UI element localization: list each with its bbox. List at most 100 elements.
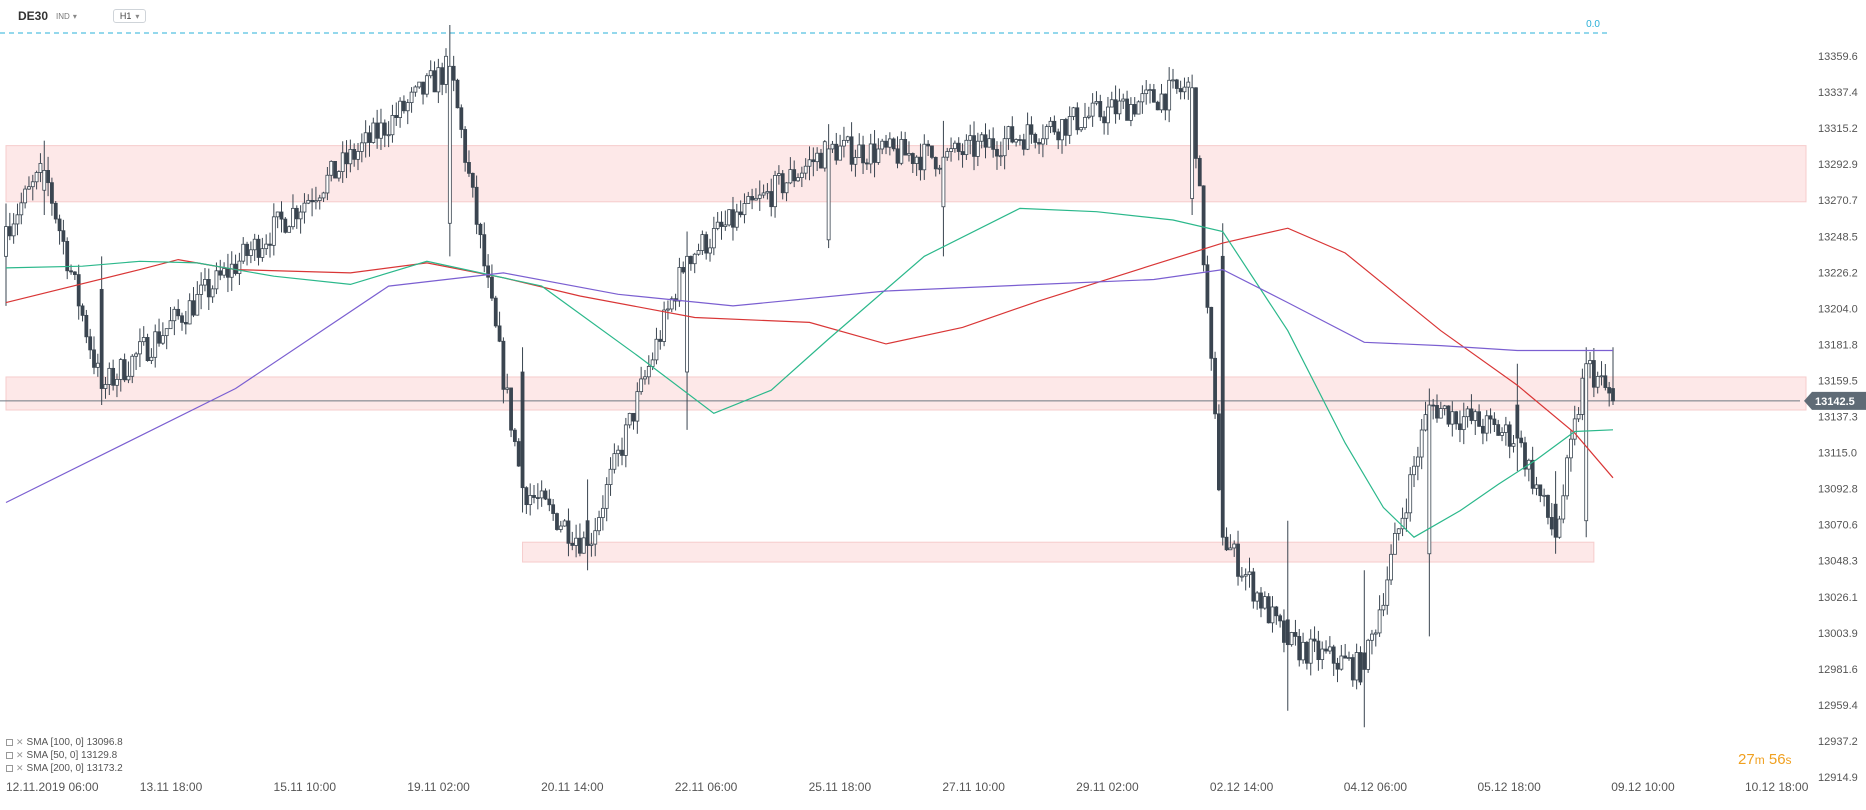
candle-body (1278, 615, 1283, 622)
candle-body (111, 367, 116, 386)
candle-body (1197, 158, 1202, 187)
candle-body (1484, 415, 1489, 434)
candle-body (1117, 100, 1122, 115)
candle-body (115, 378, 119, 386)
candle-body (248, 249, 253, 256)
candle-body (183, 322, 188, 325)
candle-body (279, 211, 284, 220)
candle-body (69, 270, 73, 273)
candle-body (761, 192, 766, 196)
candle-body (191, 300, 196, 316)
legend-row-sma100[interactable]: ✕ SMA [100, 0] 13096.8 (6, 736, 123, 749)
candle-body (1232, 543, 1237, 549)
candle-body (302, 202, 307, 213)
countdown-min-unit: m (1754, 753, 1765, 767)
candle-body (199, 284, 204, 295)
y-axis-tick: 13026.1 (1818, 592, 1858, 604)
candle-body (367, 132, 372, 143)
close-icon[interactable]: ✕ (16, 737, 24, 747)
candle-body (1060, 119, 1064, 141)
candle-body (910, 153, 915, 164)
candle-body (1129, 104, 1133, 121)
y-axis-tick: 13181.8 (1818, 339, 1858, 351)
sma-100-line (5, 227, 1614, 479)
candle-body (960, 151, 965, 156)
candle-body (1040, 138, 1045, 145)
candle-body (991, 138, 996, 150)
candle-body (486, 265, 491, 278)
close-icon[interactable]: ✕ (16, 750, 24, 760)
candle-body (1006, 126, 1011, 140)
candle-body (1542, 494, 1547, 497)
candle-body (662, 309, 667, 342)
candle-body (160, 335, 165, 344)
candle-body (593, 530, 598, 545)
candle-body (1343, 655, 1348, 659)
candle-body (226, 268, 230, 278)
candle-body (1094, 101, 1099, 104)
candle-body (294, 207, 299, 220)
settings-icon[interactable] (6, 752, 13, 759)
candle-body (581, 537, 586, 554)
candle-body (379, 122, 383, 139)
candle-body (1461, 416, 1466, 431)
candle-body (176, 308, 181, 317)
candle-body (214, 270, 219, 290)
candle-body (149, 356, 154, 361)
candle-body (359, 142, 364, 152)
candle-body (704, 234, 709, 254)
candle-body (413, 86, 418, 93)
candle-body (428, 70, 433, 77)
candle-body (1435, 404, 1439, 419)
candle-body (658, 338, 663, 342)
candle-body (1385, 579, 1390, 606)
settings-icon[interactable] (6, 765, 13, 772)
settings-icon[interactable] (6, 739, 13, 746)
candle-body (589, 543, 594, 546)
candle-body (1546, 494, 1550, 518)
candle-body (1186, 81, 1191, 88)
candle-body (34, 172, 39, 183)
candle-body (1014, 139, 1019, 143)
y-axis-tick: 13359.6 (1818, 51, 1858, 63)
candle-body (880, 140, 885, 150)
candle-body (570, 542, 575, 546)
candle-body (444, 55, 448, 85)
candle-body (1561, 495, 1566, 520)
instrument-type[interactable]: IND ▾ (56, 12, 77, 21)
candle-body (1174, 79, 1179, 89)
candle-body (727, 209, 732, 226)
timeframe-select[interactable]: H1 ▾ (112, 9, 147, 23)
candle-body (643, 376, 647, 380)
zone-2 (522, 541, 1595, 563)
candle-body (555, 513, 559, 530)
candle-body (1075, 107, 1080, 131)
candle-body (696, 250, 701, 255)
candle-body (819, 152, 823, 169)
candle-body (1010, 126, 1015, 143)
legend-row-sma200[interactable]: ✕ SMA [200, 0] 13173.2 (6, 762, 123, 775)
candle-body (478, 223, 483, 236)
candle-body (352, 149, 357, 160)
candle-body (769, 191, 774, 208)
candle-body (1316, 640, 1321, 660)
candle-body (574, 537, 579, 546)
candle-body (842, 139, 846, 147)
candle-body (118, 359, 123, 380)
candle-body (1098, 101, 1103, 118)
candle-body (1481, 425, 1485, 434)
candle-body (975, 140, 980, 157)
candle-body (1347, 657, 1351, 659)
candle-body (348, 149, 353, 165)
legend-row-sma50[interactable]: ✕ SMA [50, 0] 13129.8 (6, 749, 123, 762)
candle-body (1350, 657, 1355, 681)
close-icon[interactable]: ✕ (16, 763, 24, 773)
symbol-label[interactable]: DE30 (18, 9, 49, 23)
candle-body (447, 65, 452, 224)
candle-body (742, 203, 747, 216)
candle-body (979, 134, 984, 142)
candle-body (746, 196, 751, 204)
candle-body (1079, 127, 1084, 131)
